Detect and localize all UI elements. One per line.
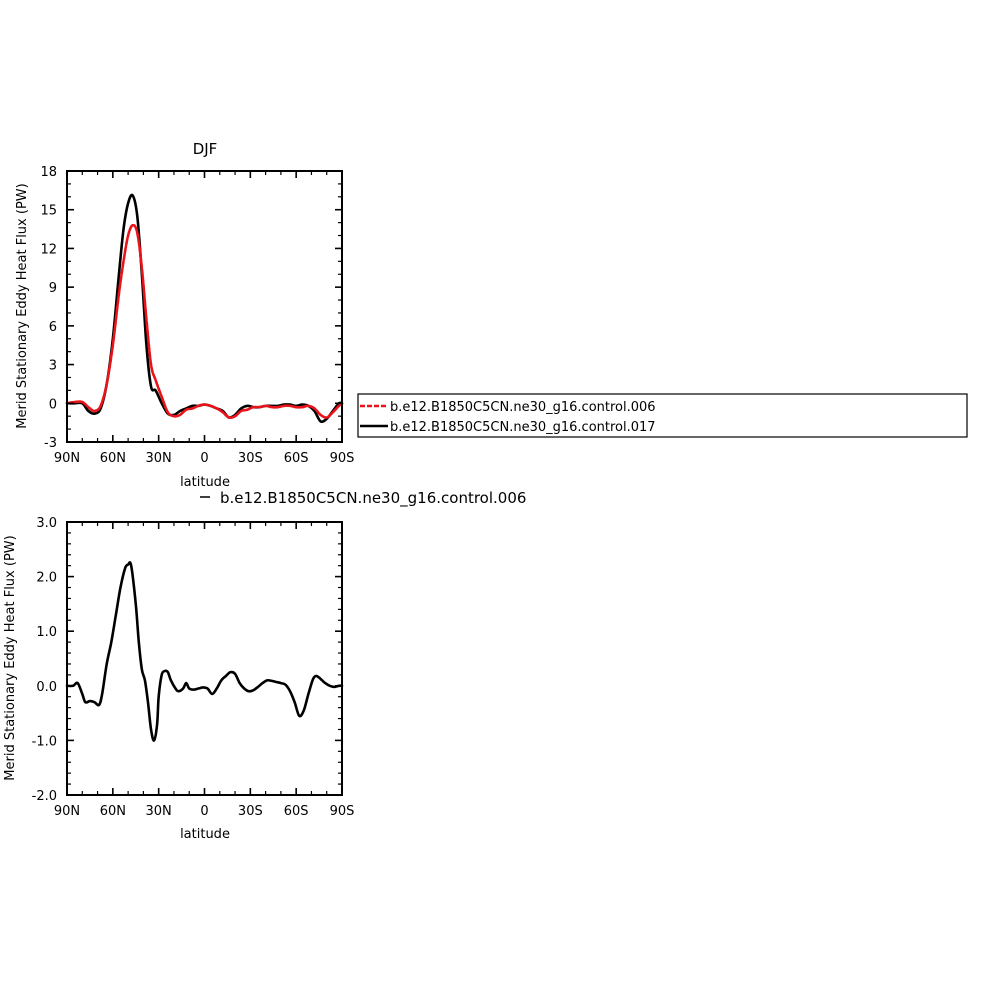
bottom-chart-xtick-label: 90S	[330, 804, 355, 819]
top-chart-series-line-1	[65, 193, 344, 424]
top-chart-ytick-label: 15	[40, 204, 57, 219]
legend: b.e12.B1850C5CN.ne30_g16.control.006 b.e…	[357, 393, 968, 438]
top-chart-xlabel: latitude	[180, 475, 230, 490]
top-chart-frame	[66, 170, 343, 443]
bottom-chart-xtick-label: 0	[200, 804, 208, 819]
top-chart-xtick-label: 0	[200, 451, 208, 466]
top-chart-xtick-label: 90N	[54, 451, 80, 466]
top-chart-ytick-label: 3	[49, 359, 57, 374]
bottom-chart-ytick-label: 3.0	[36, 516, 57, 531]
bottom-chart-ytick-label: 2.0	[36, 571, 57, 586]
bottom-chart-series-line-0	[65, 561, 344, 742]
top-chart-series-line-0	[65, 223, 344, 420]
bottom-chart-xlabel: latitude	[180, 827, 230, 842]
top-chart-ytick-label: 18	[40, 165, 57, 180]
bottom-chart-xtick-label: 60N	[100, 804, 126, 819]
top-chart: DJF 90N 60N 30N 0 30S 60S 90S -3 0 3 6 9 12 15 18 lati…	[15, 140, 354, 490]
top-chart-ticks: 90N 60N 30N 0 30S 60S 90S -3 0 3 6 9 12 15 18	[40, 165, 354, 466]
bottom-chart-xtick-label: 30S	[238, 804, 263, 819]
top-chart-ytick-label: 0	[49, 397, 57, 412]
top-chart-xtick-label: 60S	[284, 451, 309, 466]
bottom-chart-xtick-label: 60S	[284, 804, 309, 819]
top-chart-ytick-label: 9	[49, 281, 57, 296]
top-chart-xtick-label: 60N	[100, 451, 126, 466]
top-chart-xtick-label: 30N	[146, 451, 172, 466]
top-chart-xtick-label: 90S	[330, 451, 355, 466]
legend-label-017: b.e12.B1850C5CN.ne30_g16.control.017	[390, 420, 656, 435]
bottom-chart-ytick-label: -1.0	[32, 734, 57, 749]
bottom-chart-ytick-label: 1.0	[36, 625, 57, 640]
bottom-chart-xtick-label: 90N	[54, 804, 80, 819]
legend-box	[357, 393, 968, 438]
bottom-chart-title: b.e12.B1850C5CN.ne30_g16.control.006	[220, 489, 526, 508]
bottom-chart-ticks: 90N 60N 30N 0 30S 60S 90S -2.0 -1.0 0.0 1.0 2.0 3.0	[32, 516, 355, 819]
top-chart-ytick-label: 12	[40, 242, 57, 257]
top-chart-xtick-label: 30S	[238, 451, 263, 466]
legend-label-006: b.e12.B1850C5CN.ne30_g16.control.006	[390, 400, 656, 415]
bottom-chart-ylabel: Merid Stationary Eddy Heat Flux (PW)	[3, 535, 18, 780]
top-chart-ylabel: Merid Stationary Eddy Heat Flux (PW)	[15, 183, 30, 428]
top-chart-series-group	[65, 193, 344, 424]
bottom-chart-ytick-label: 0.0	[36, 680, 57, 695]
top-chart-title: DJF	[193, 140, 218, 158]
bottom-chart-ytick-label: -2.0	[32, 789, 57, 804]
bottom-chart: b.e12.B1850C5CN.ne30_g16.control.006 90N…	[3, 489, 526, 842]
top-chart-ytick-label: -3	[44, 436, 57, 451]
bottom-chart-xtick-label: 30N	[146, 804, 172, 819]
bottom-chart-series-group	[65, 561, 344, 742]
top-chart-ytick-label: 6	[49, 320, 57, 335]
